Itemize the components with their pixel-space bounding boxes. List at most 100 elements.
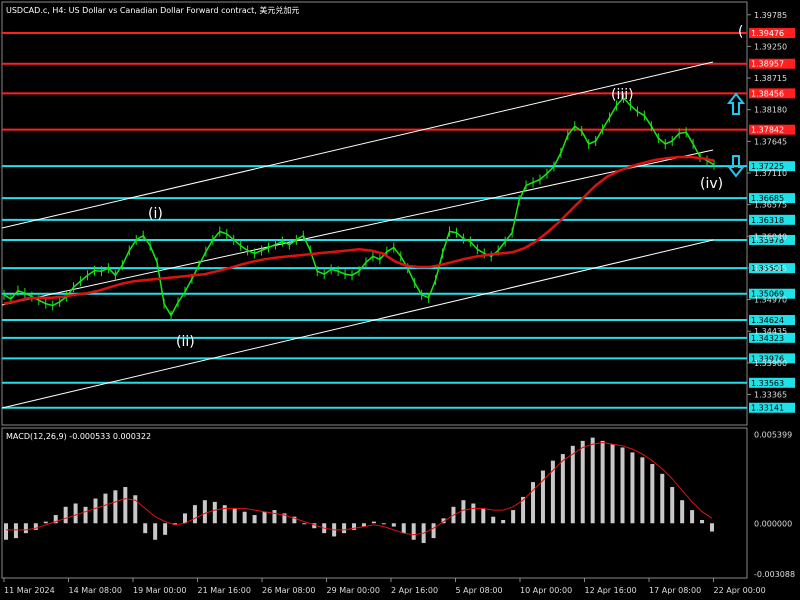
macd-histogram-bar — [630, 452, 635, 524]
macd-histogram-bar — [570, 445, 575, 524]
level-label: 1.33563 — [751, 379, 784, 388]
time-tick-label: 14 Mar 08:00 — [69, 586, 122, 595]
level-badge — [749, 161, 795, 172]
macd-histogram-bar — [381, 523, 386, 525]
macd-signal-line — [6, 441, 713, 536]
macd-histogram-bar — [700, 519, 705, 524]
level-badge — [749, 234, 795, 245]
macd-histogram-bar — [431, 523, 436, 539]
level-label: 1.35501 — [751, 264, 784, 273]
wave-label-ii: (ii) — [176, 334, 195, 350]
macd-histogram-bar — [540, 470, 545, 524]
channel-upper-line — [1, 61, 714, 229]
macd-histogram-bar — [123, 487, 128, 524]
level-badge — [749, 353, 795, 364]
macd-histogram-bar — [411, 523, 416, 540]
macd-histogram-bar — [262, 511, 267, 524]
price-tick-label: 1.37110 — [754, 169, 787, 178]
macd-histogram-bar — [650, 463, 655, 524]
price-tick-label: 1.34435 — [754, 327, 787, 336]
macd-histogram-bar — [153, 523, 158, 540]
level-label: 1.33141 — [751, 404, 784, 413]
price-tick-label: 1.34970 — [754, 296, 787, 305]
macd-histogram-bar — [202, 500, 207, 524]
macd-title: MACD(12,26,9) -0.000533 0.000322 — [6, 432, 151, 441]
macd-histogram-bar — [182, 513, 187, 524]
macd-histogram-bar — [93, 498, 98, 524]
wave-label-iv: (iv) — [700, 176, 723, 192]
level-label: 1.39476 — [751, 29, 784, 38]
price-levels: 1.39476 1.38957 1.38456 1.37842 1.37225 1.366… — [2, 28, 795, 413]
macd-histogram-bar — [590, 437, 595, 524]
macd-histogram-bar — [580, 440, 585, 524]
macd-histogram-bar — [73, 503, 78, 524]
level-label: 1.36318 — [751, 216, 784, 225]
macd-tick-label: -0.003088 — [754, 570, 795, 579]
level-badge — [749, 214, 795, 225]
time-tick-label: 22 Apr 00:00 — [714, 586, 766, 595]
macd-histogram-bar — [242, 511, 247, 524]
macd-histogram-bar — [43, 521, 48, 524]
price-tick-label: 1.33900 — [754, 359, 787, 368]
level-label: 1.37842 — [751, 126, 784, 135]
time-tick-label: 11 Mar 2024 — [4, 586, 55, 595]
macd-histogram-bar — [531, 482, 536, 524]
macd-histogram-bar — [63, 506, 68, 524]
price-series — [3, 92, 715, 321]
macd-histogram-bar — [600, 440, 605, 524]
time-tick-label: 12 Apr 16:00 — [585, 586, 637, 595]
macd-histogram-bar — [282, 513, 287, 524]
level-badge — [749, 402, 795, 413]
level-badge — [749, 28, 795, 39]
level-badge — [749, 288, 795, 299]
macd-histogram-bar — [83, 506, 88, 524]
level-label: 1.36685 — [751, 194, 784, 203]
macd-histogram-bar — [4, 523, 8, 540]
macd-histogram-bar — [610, 444, 615, 524]
macd-histogram-bar — [342, 523, 347, 534]
arrow-down-icon — [726, 155, 746, 178]
macd-histogram-bar — [103, 493, 108, 524]
macd-histogram-bar — [113, 490, 118, 524]
macd-histogram-bar — [252, 515, 257, 524]
price-tick-label: 1.36040 — [754, 232, 787, 241]
macd-histogram-bar — [143, 523, 148, 534]
level-badge — [749, 263, 795, 274]
macd-histogram-bar — [173, 523, 178, 525]
channel-middle-line — [1, 149, 714, 306]
macd-histogram-bar — [33, 523, 38, 530]
macd-histogram-bar — [511, 510, 516, 524]
macd-frame — [1, 427, 748, 579]
time-tick-label: 19 Mar 00:00 — [133, 586, 186, 595]
time-tick-label: 10 Apr 00:00 — [520, 586, 572, 595]
macd-histogram-bar — [550, 460, 555, 524]
time-tick-label: 29 Mar 00:00 — [327, 586, 380, 595]
macd-histogram-bar — [391, 523, 396, 527]
macd-histogram-bar — [640, 457, 645, 524]
level-label: 1.38957 — [751, 60, 784, 69]
trend-channel — [1, 61, 714, 409]
macd-histogram-bar — [491, 516, 496, 524]
macd-histogram-bar — [401, 523, 406, 534]
macd-histogram-bar — [690, 510, 695, 524]
price-tick-label: 1.38715 — [754, 74, 787, 83]
macd-histogram-bar — [352, 523, 357, 530]
price-tick-label: 1.36575 — [754, 201, 787, 210]
macd-tick-label: 0.000000 — [754, 519, 792, 528]
chart-title: USDCAD.c, H4: US Dollar vs Canadian Doll… — [6, 5, 299, 15]
level-badge — [749, 193, 795, 204]
macd-histogram-bar — [232, 508, 237, 524]
level-label: 1.35978 — [751, 236, 784, 245]
macd-histogram-bar — [361, 523, 366, 527]
macd-histogram-bar — [461, 500, 466, 524]
macd-histogram-bar — [53, 515, 58, 524]
macd-histogram-bar — [133, 495, 138, 524]
level-badge — [749, 332, 795, 343]
macd-histogram-bar — [312, 523, 317, 529]
time-tick-label: 17 Apr 08:00 — [649, 586, 701, 595]
macd-axis: 0.005399 0.000000 -0.003088 — [754, 430, 795, 579]
macd-histogram-bar — [680, 500, 685, 524]
macd-tick-label: 0.005399 — [754, 430, 792, 439]
macd-histogram-bar — [710, 523, 714, 532]
